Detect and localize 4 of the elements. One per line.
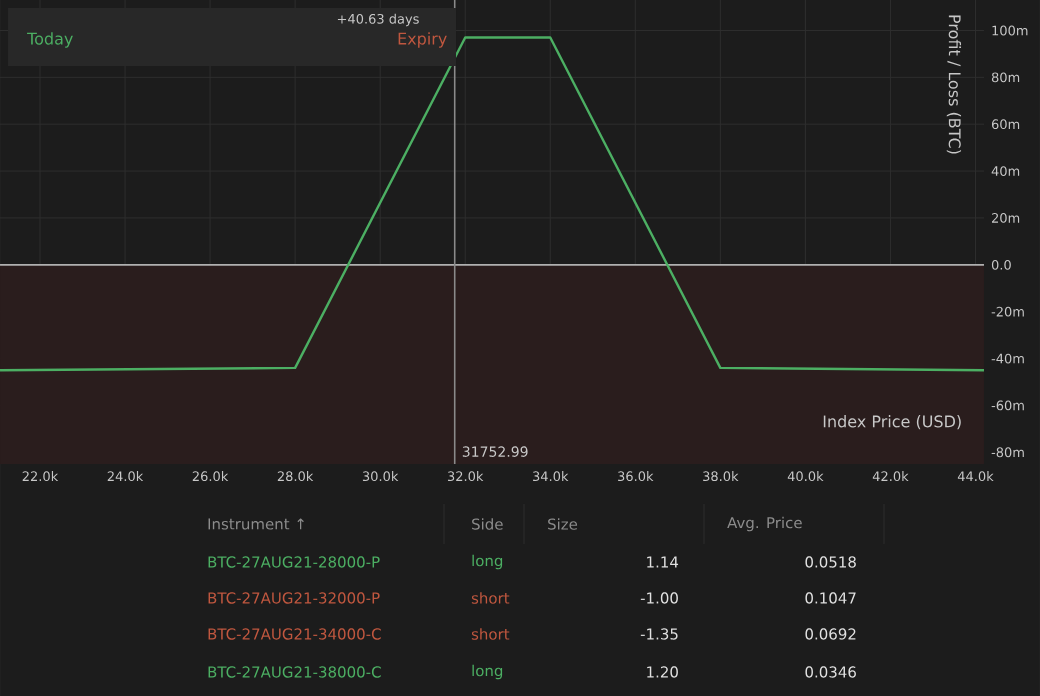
annotation: Today xyxy=(27,32,73,48)
annotation: Expiry xyxy=(398,32,447,48)
y-axis-title: Profit / Loss (BTC) xyxy=(946,15,962,154)
x-axis-title: Index Price (USD) xyxy=(823,415,961,430)
